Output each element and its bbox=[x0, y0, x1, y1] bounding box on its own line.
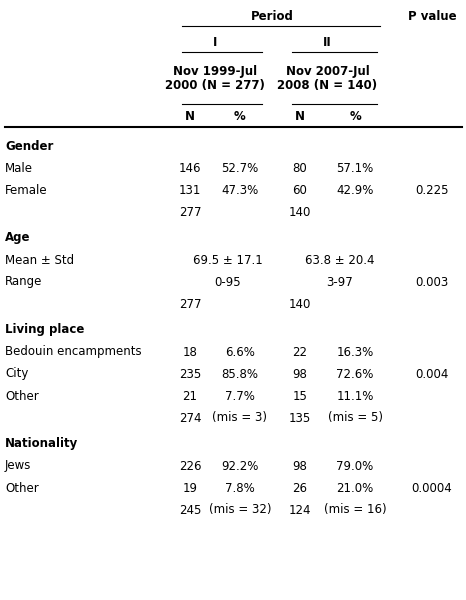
Text: 79.0%: 79.0% bbox=[336, 460, 374, 473]
Text: 92.2%: 92.2% bbox=[221, 460, 259, 473]
Text: 19: 19 bbox=[183, 481, 198, 494]
Text: 80: 80 bbox=[293, 161, 308, 175]
Text: 16.3%: 16.3% bbox=[336, 346, 374, 358]
Text: Bedouin encampments: Bedouin encampments bbox=[5, 346, 142, 358]
Text: Nov 1999-Jul: Nov 1999-Jul bbox=[173, 65, 257, 79]
Text: 2000 (N = 277): 2000 (N = 277) bbox=[165, 79, 265, 91]
Text: 0.004: 0.004 bbox=[415, 367, 449, 380]
Text: Range: Range bbox=[5, 275, 42, 289]
Text: Period: Period bbox=[251, 10, 294, 22]
Text: 235: 235 bbox=[179, 367, 201, 380]
Text: 11.1%: 11.1% bbox=[336, 389, 374, 403]
Text: 277: 277 bbox=[179, 298, 201, 311]
Text: I: I bbox=[213, 35, 217, 49]
Text: Male: Male bbox=[5, 161, 33, 175]
Text: 0.0004: 0.0004 bbox=[411, 481, 452, 494]
Text: Jews: Jews bbox=[5, 460, 31, 473]
Text: 85.8%: 85.8% bbox=[221, 367, 259, 380]
Text: 22: 22 bbox=[293, 346, 308, 358]
Text: Mean ± Std: Mean ± Std bbox=[5, 253, 74, 266]
Text: 140: 140 bbox=[289, 298, 311, 311]
Text: %: % bbox=[234, 109, 246, 122]
Text: 135: 135 bbox=[289, 412, 311, 425]
Text: (mis = 3): (mis = 3) bbox=[212, 412, 267, 425]
Text: (mis = 32): (mis = 32) bbox=[209, 503, 271, 517]
Text: 3-97: 3-97 bbox=[327, 275, 353, 289]
Text: 15: 15 bbox=[293, 389, 308, 403]
Text: 98: 98 bbox=[293, 460, 308, 473]
Text: 72.6%: 72.6% bbox=[336, 367, 374, 380]
Text: Gender: Gender bbox=[5, 139, 54, 152]
Text: N: N bbox=[295, 109, 305, 122]
Text: 140: 140 bbox=[289, 205, 311, 218]
Text: Nov 2007-Jul: Nov 2007-Jul bbox=[286, 65, 370, 79]
Text: (mis = 16): (mis = 16) bbox=[324, 503, 386, 517]
Text: Living place: Living place bbox=[5, 323, 84, 337]
Text: 21: 21 bbox=[183, 389, 198, 403]
Text: (mis = 5): (mis = 5) bbox=[328, 412, 383, 425]
Text: 52.7%: 52.7% bbox=[221, 161, 259, 175]
Text: 60: 60 bbox=[293, 184, 308, 196]
Text: 226: 226 bbox=[179, 460, 201, 473]
Text: 42.9%: 42.9% bbox=[336, 184, 374, 196]
Text: Other: Other bbox=[5, 481, 39, 494]
Text: 18: 18 bbox=[183, 346, 198, 358]
Text: 69.5 ± 17.1: 69.5 ± 17.1 bbox=[192, 253, 262, 266]
Text: II: II bbox=[323, 35, 332, 49]
Text: P value: P value bbox=[408, 10, 456, 22]
Text: Female: Female bbox=[5, 184, 48, 196]
Text: 26: 26 bbox=[293, 481, 308, 494]
Text: 47.3%: 47.3% bbox=[221, 184, 259, 196]
Text: City: City bbox=[5, 367, 28, 380]
Text: 2008 (N = 140): 2008 (N = 140) bbox=[277, 79, 377, 91]
Text: 98: 98 bbox=[293, 367, 308, 380]
Text: 277: 277 bbox=[179, 205, 201, 218]
Text: %: % bbox=[349, 109, 361, 122]
Text: 0.003: 0.003 bbox=[415, 275, 449, 289]
Text: N: N bbox=[185, 109, 195, 122]
Text: Age: Age bbox=[5, 232, 30, 245]
Text: 7.7%: 7.7% bbox=[225, 389, 255, 403]
Text: Nationality: Nationality bbox=[5, 437, 78, 451]
Text: 63.8 ± 20.4: 63.8 ± 20.4 bbox=[305, 253, 375, 266]
Text: 245: 245 bbox=[179, 503, 201, 517]
Text: Other: Other bbox=[5, 389, 39, 403]
Text: 21.0%: 21.0% bbox=[336, 481, 374, 494]
Text: 0-95: 0-95 bbox=[214, 275, 241, 289]
Text: 7.8%: 7.8% bbox=[225, 481, 255, 494]
Text: 146: 146 bbox=[179, 161, 201, 175]
Text: 0.225: 0.225 bbox=[415, 184, 449, 196]
Text: 131: 131 bbox=[179, 184, 201, 196]
Text: 274: 274 bbox=[179, 412, 201, 425]
Text: 6.6%: 6.6% bbox=[225, 346, 255, 358]
Text: 57.1%: 57.1% bbox=[336, 161, 374, 175]
Text: 124: 124 bbox=[289, 503, 311, 517]
